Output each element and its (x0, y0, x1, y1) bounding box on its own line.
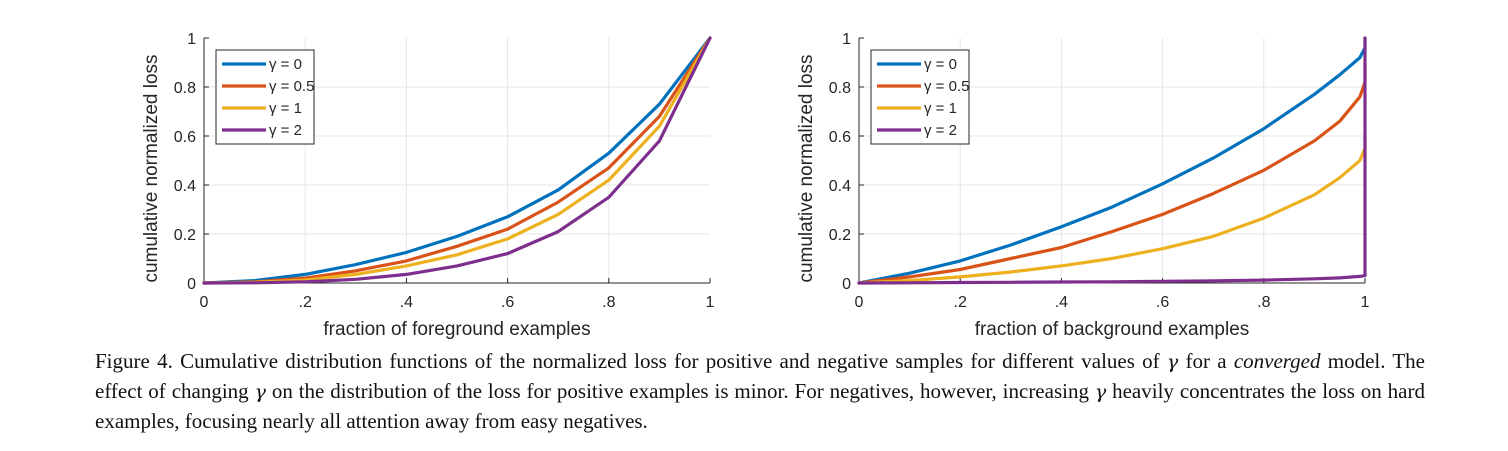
legend-entry-label: γ = 1 (924, 100, 957, 117)
series-line (857, 36, 1367, 285)
x-tick-label: .4 (1055, 294, 1068, 311)
caption-text-4: on the distribution of the loss for posi… (265, 379, 1095, 403)
legend: γ = 0 γ = 0.5 γ = 1 γ = 2 (215, 49, 315, 145)
legend-entry-label: γ = 2 (269, 122, 302, 139)
y-tick-label: 1 (842, 31, 851, 48)
series-line (857, 60, 1367, 285)
caption-label: Figure 4. (95, 349, 173, 373)
caption-emphasis: converged (1233, 349, 1321, 373)
legend-entry-label: γ = 0 (924, 56, 957, 73)
y-tick-label: 0 (842, 276, 851, 293)
legend-entry-label: γ = 0.5 (269, 78, 314, 95)
x-tick-label: .8 (602, 294, 615, 311)
x-tick-label: 1 (706, 294, 715, 311)
legend-entry-label: γ = 0 (269, 56, 302, 73)
x-tick-label: .2 (299, 294, 312, 311)
x-tick-label: .8 (1257, 294, 1270, 311)
x-tick-label: .6 (501, 294, 514, 311)
figure-caption: Figure 4. Cumulative distribution functi… (95, 347, 1425, 436)
caption-text-3: model. The effect of changing (95, 349, 1425, 403)
legend-entry-label: γ = 1 (269, 100, 302, 117)
x-tick-label: .6 (1156, 294, 1169, 311)
y-tick-label: 0.2 (174, 227, 196, 244)
y-tick-label: 0.6 (829, 129, 851, 146)
caption-text-1: Cumulative distribution functions of the… (172, 349, 1167, 373)
caption-gamma-symbol: γ (1094, 381, 1107, 403)
caption-text-5: heavily concentrates the loss on hard ex… (95, 379, 1425, 433)
series-line (857, 134, 1367, 285)
legend-box (215, 49, 315, 145)
y-tick-label: 0.2 (829, 227, 851, 244)
series-line (202, 36, 712, 285)
x-tick-label: 0 (855, 294, 864, 311)
x-axis-label: fraction of background examples (975, 319, 1250, 340)
y-tick-label: 0.4 (174, 178, 196, 195)
caption-text-2: for a (1178, 349, 1234, 373)
y-tick-label: 0 (187, 276, 196, 293)
x-tick-label: 1 (1361, 294, 1370, 311)
y-tick-label: 1 (187, 31, 196, 48)
y-tick-label: 0.4 (829, 178, 851, 195)
y-axis-label: cumulative normalized loss (796, 54, 817, 282)
legend-entry-label: γ = 2 (924, 122, 957, 139)
y-axis-label: cumulative normalized loss (141, 54, 162, 282)
x-axis-label: fraction of foreground examples (323, 319, 590, 340)
y-tick-label: 0.6 (174, 129, 196, 146)
caption-gamma-symbol: γ (1166, 351, 1179, 373)
caption-gamma-symbol: γ (254, 381, 266, 403)
y-tick-label: 0.8 (829, 80, 851, 97)
legend-box (870, 49, 970, 145)
x-tick-label: .2 (954, 294, 967, 311)
legend-entry-label: γ = 0.5 (924, 78, 969, 95)
figure-area: 0.2.4.6.8 1 0 0.2 0.4 0.6 0.8 1 fraction of fore… (141, 31, 1370, 340)
x-tick-label: 0 (200, 294, 209, 311)
series-line (857, 36, 1367, 285)
series-line (202, 36, 712, 285)
x-tick-label: .4 (400, 294, 413, 311)
y-tick-label: 0.8 (174, 80, 196, 97)
legend: γ = 0 γ = 0.5 γ = 1 γ = 2 (870, 49, 970, 145)
